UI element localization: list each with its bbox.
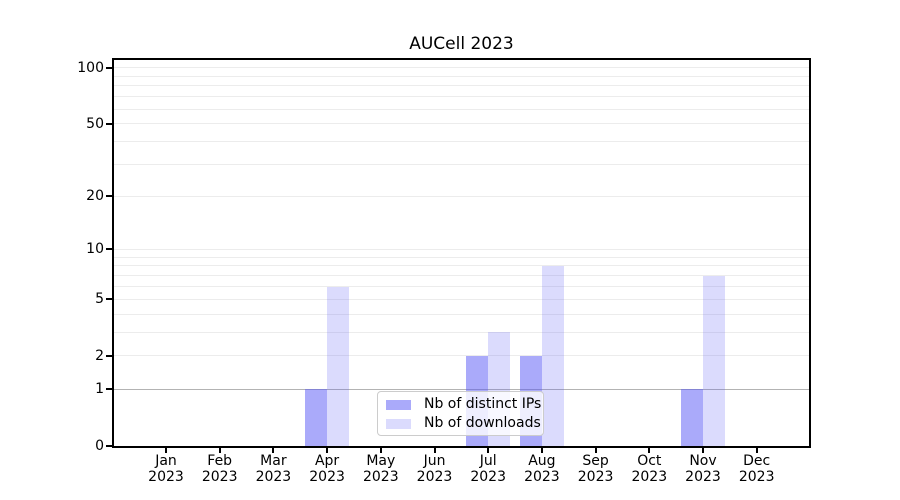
y-tick-label: 5 — [95, 291, 104, 308]
gridline — [114, 164, 809, 166]
x-tick-label: Oct 2023 — [631, 453, 668, 485]
chart-title: AUCell 2023 — [409, 34, 514, 54]
legend-entry: Nb of distinct IPs — [378, 395, 543, 414]
legend-swatch-icon — [386, 419, 411, 429]
y-tick-mark — [106, 195, 112, 198]
x-tick-label: Aug 2023 — [524, 453, 560, 485]
y-tick-mark — [106, 445, 112, 447]
x-tick-label: Sep 2023 — [577, 453, 614, 485]
legend-entry: Nb of downloads — [378, 414, 543, 433]
gridline-emphasized — [114, 388, 809, 390]
bar-distinct-ips — [305, 389, 328, 446]
y-tick-label: 2 — [95, 347, 104, 364]
x-tick-label: Apr 2023 — [309, 453, 345, 485]
y-tick-mark — [106, 354, 112, 357]
bar-downloads — [327, 286, 350, 446]
x-tick-mark — [165, 448, 167, 453]
x-tick-mark — [702, 448, 704, 453]
x-tick-label: May 2023 — [362, 453, 399, 485]
gridline — [114, 141, 809, 143]
gridline — [114, 298, 809, 300]
x-tick-label: Jan 2023 — [148, 453, 184, 485]
x-tick-label: Jul 2023 — [470, 453, 506, 485]
y-tick-label: 50 — [86, 115, 104, 132]
y-tick-label: 10 — [86, 241, 104, 258]
y-tick-mark — [106, 122, 112, 125]
x-tick-mark — [755, 448, 758, 453]
x-tick-mark — [540, 448, 543, 453]
gridline — [114, 85, 809, 87]
legend-swatch-icon — [386, 400, 411, 410]
x-tick-mark — [487, 448, 490, 453]
x-tick-mark — [326, 448, 329, 453]
gridline — [114, 248, 809, 250]
gridline — [114, 256, 809, 258]
bar-downloads — [703, 275, 725, 446]
legend-label: Nb of distinct IPs — [424, 396, 542, 412]
y-tick-label: 1 — [95, 381, 104, 398]
y-tick-label: 100 — [77, 59, 104, 76]
x-tick-mark — [218, 448, 221, 453]
bar-downloads — [541, 265, 564, 446]
gridline — [114, 108, 809, 110]
gridline — [114, 355, 809, 357]
x-tick-mark — [594, 448, 597, 453]
x-tick-mark — [648, 448, 651, 453]
gridline — [114, 123, 809, 125]
gridline — [114, 331, 809, 333]
y-tick-mark — [106, 66, 112, 69]
x-tick-label: Jun 2023 — [416, 453, 453, 485]
plot-area: Nb of distinct IPs Nb of downloads 0 1 2 5 10… — [77, 58, 811, 485]
x-tick-mark — [379, 448, 382, 453]
y-tick-label: 20 — [86, 188, 104, 205]
x-tick-label: Mar 2023 — [255, 453, 292, 485]
gridline — [114, 195, 809, 197]
x-tick-label: Dec 2023 — [738, 453, 775, 485]
gridline — [114, 75, 809, 77]
legend: Nb of distinct IPs Nb of downloads — [377, 391, 544, 436]
x-tick-label: Feb 2023 — [201, 453, 238, 485]
gridline — [114, 286, 809, 288]
y-tick-mark — [106, 298, 112, 301]
y-tick-mark — [106, 248, 112, 251]
gridline — [114, 275, 809, 277]
gridline — [114, 67, 809, 69]
legend-label: Nb of downloads — [424, 415, 541, 431]
x-tick-mark — [433, 448, 436, 453]
bar-distinct-ips — [681, 389, 703, 446]
x-tick-label: Nov 2023 — [685, 453, 721, 485]
gridline — [114, 265, 809, 267]
y-tick-label: 0 — [95, 438, 104, 454]
y-tick-mark — [106, 388, 112, 391]
x-tick-mark — [272, 448, 275, 453]
gridline — [114, 313, 809, 315]
gridline — [114, 96, 809, 98]
